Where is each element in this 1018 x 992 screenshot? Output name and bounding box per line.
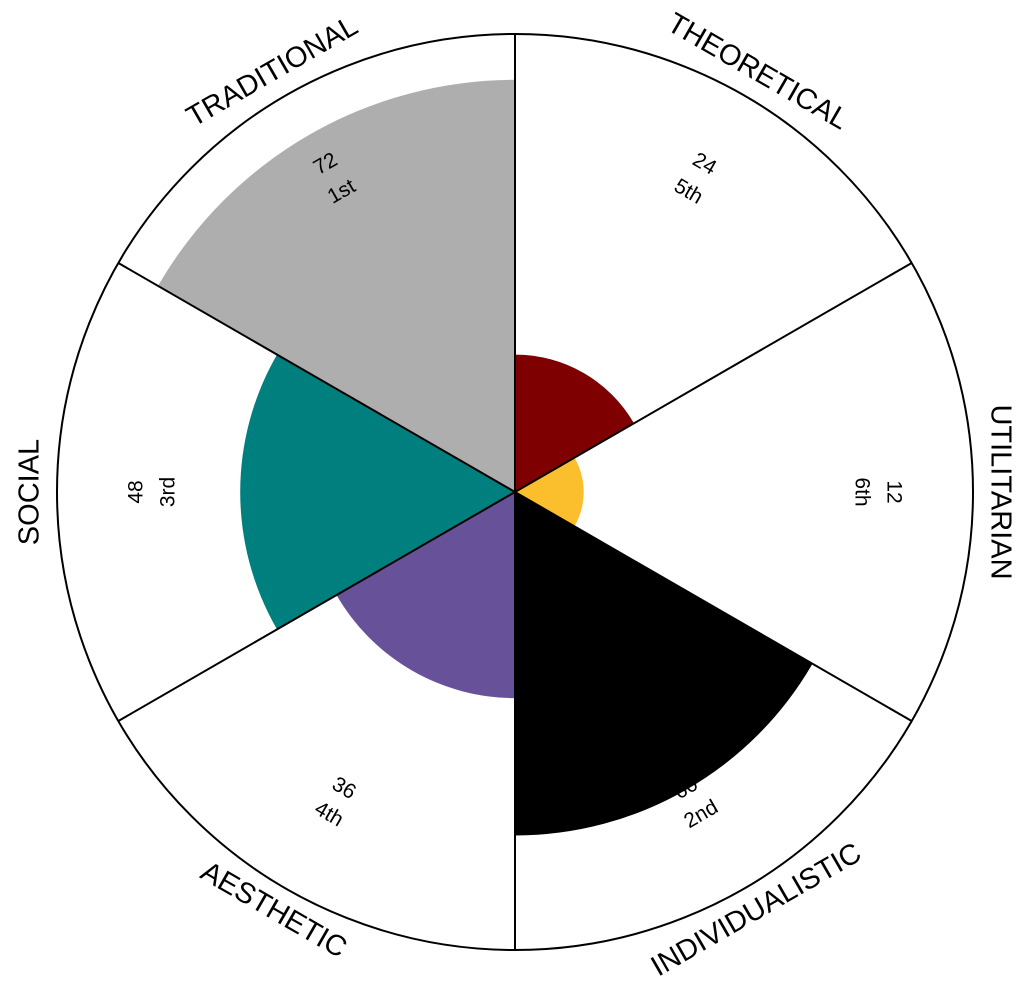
rank-label-aesthetic: 4th <box>311 797 348 832</box>
divider-line <box>117 262 516 493</box>
wedge-individualistic <box>515 492 813 836</box>
category-label-utilitarian: UTILITARIAN <box>984 404 1016 579</box>
value-label-social: 48 <box>125 480 148 503</box>
divider-line <box>514 491 913 722</box>
rank-label-theoretical: 5th <box>670 174 707 209</box>
category-label-individualistic: INDIVIDUALISTIC <box>646 837 867 983</box>
category-label-traditional: TRADITIONAL <box>181 10 363 134</box>
divider-line <box>514 262 913 493</box>
value-label-utilitarian: 12 <box>882 480 905 503</box>
category-label-social: SOCIAL <box>14 439 46 545</box>
wedge-theoretical <box>515 354 634 492</box>
wedge-aesthetic <box>336 492 515 699</box>
rank-label-social: 3rd <box>157 477 180 507</box>
sector-dividers <box>117 34 913 950</box>
rank-label-utilitarian: 6th <box>850 477 873 506</box>
outer-ring <box>56 33 974 951</box>
data-wedges <box>158 79 813 836</box>
wedge-utilitarian <box>515 457 584 527</box>
category-label-theoretical: THEORETICAL <box>662 7 854 136</box>
value-label-theoretical: 24 <box>689 148 721 180</box>
wedge-social <box>240 354 515 630</box>
wedge-traditional <box>158 79 515 493</box>
divider-line <box>117 491 516 722</box>
value-label-aesthetic: 36 <box>328 772 360 804</box>
